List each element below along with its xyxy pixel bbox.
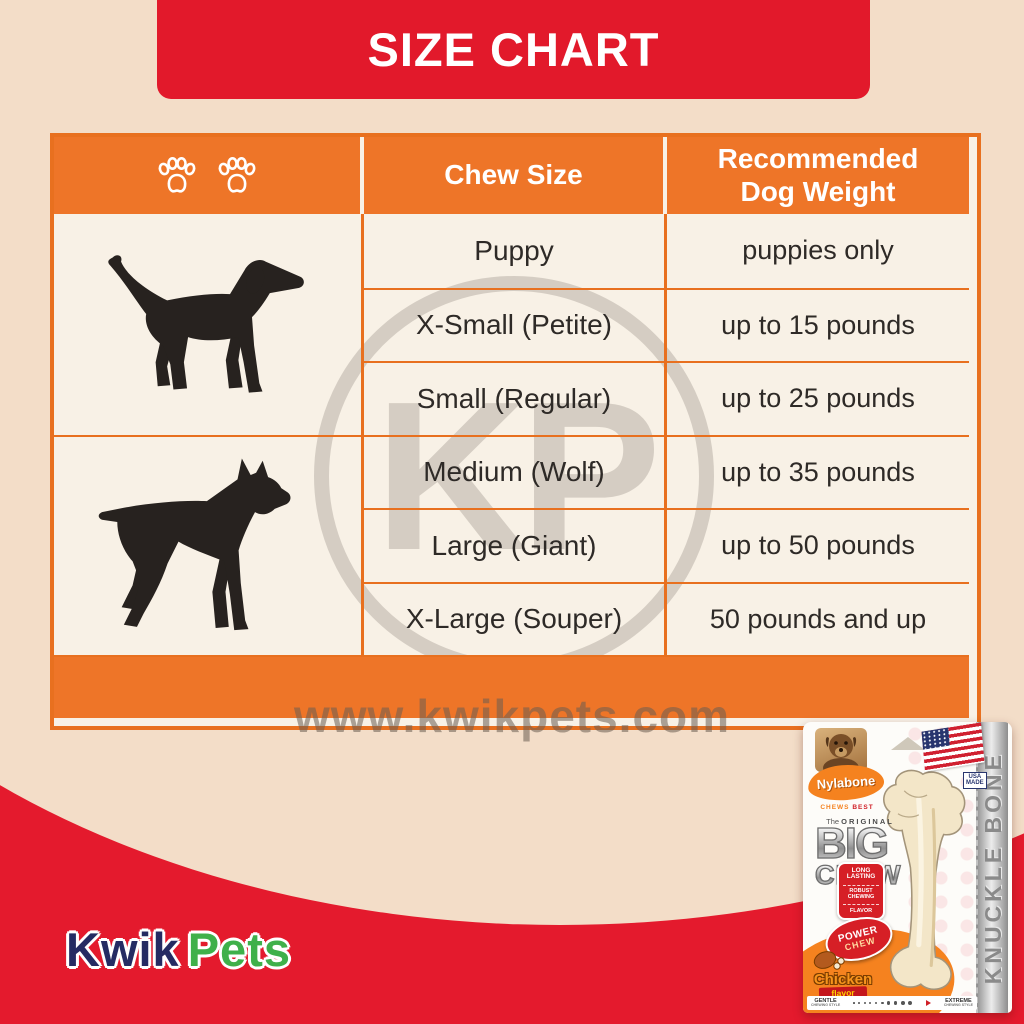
large-dog-silhouette-cell xyxy=(54,434,364,655)
dog-weight-value: up to 35 pounds xyxy=(721,456,915,487)
ribbon-badge: LONG LASTING xyxy=(846,866,876,881)
scale-dots xyxy=(853,1000,913,1006)
size-chart-table: KP xyxy=(50,133,981,730)
ribbon-badge: FLAVOR xyxy=(849,907,873,914)
table-cell-dog-weight: up to 35 pounds xyxy=(667,434,969,509)
ribbon-badge: ROBUST CHEWING xyxy=(847,888,875,900)
table-cell-dog-weight: puppies only xyxy=(667,214,969,288)
table-cell-chew-size: X-Large (Souper) xyxy=(364,581,667,655)
column-header-chew-size: Chew Size xyxy=(444,159,583,191)
brand-tagline: CHEWS BEST xyxy=(811,804,883,811)
table-footer-bar xyxy=(54,655,969,718)
dog-weight-value: up to 15 pounds xyxy=(721,309,915,340)
usa-made-line1: USA xyxy=(968,774,982,780)
dog-weight-value: puppies only xyxy=(742,235,894,266)
chew-size-value: X-Small (Petite) xyxy=(415,309,613,341)
page-title: SIZE CHART xyxy=(367,23,660,76)
table-cell-chew-size: Small (Regular) xyxy=(364,361,667,435)
table-cell-dog-weight: up to 50 pounds xyxy=(667,508,969,582)
size-chart-banner: SIZE CHART xyxy=(157,0,870,99)
dog-weight-value: up to 50 pounds xyxy=(721,530,915,561)
dog-weight-value: up to 25 pounds xyxy=(721,383,915,414)
header-cell-chew-size: Chew Size xyxy=(364,137,667,214)
chew-size-value: Medium (Wolf) xyxy=(423,456,605,488)
feature-ribbon: LONG LASTING ROBUST CHEWING FLAVOR xyxy=(837,862,885,920)
chicken-drumstick-icon xyxy=(813,951,845,970)
flavor-name: Chicken xyxy=(813,971,873,988)
website-watermark: www.kwikpets.com xyxy=(293,690,731,742)
scale-gentle: GENTLE CHEWING STYLE xyxy=(811,997,841,1007)
scale-sub-label: CHEWING STYLE xyxy=(943,1003,973,1007)
flag-canton xyxy=(921,727,950,750)
table-cell-dog-weight: up to 15 pounds xyxy=(667,287,969,362)
scale-sub-label: CHEWING STYLE xyxy=(811,1003,841,1007)
product-packshot: KNUCKLE BONE USA MADE xyxy=(803,722,1012,1013)
table-cell-dog-weight: 50 pounds and up xyxy=(667,581,969,656)
bone-toy xyxy=(883,769,966,990)
kp-watermark-monogram: KP xyxy=(374,357,662,594)
original-word: ORIGINAL xyxy=(841,817,894,826)
kwik-pets-logo: Kwik Pets xyxy=(66,922,291,977)
chew-strength-scale: GENTLE CHEWING STYLE EXTREME CHEWING STY… xyxy=(807,996,977,1010)
scale-arrow-icon xyxy=(925,1000,931,1006)
tagline-chews: CHEWS xyxy=(820,804,850,811)
chew-size-value: Large (Giant) xyxy=(431,529,597,561)
knuckle-bone-strip: KNUCKLE BONE xyxy=(976,722,1008,1013)
size-table-grid: Chew Size Recommended Dog Weight Puppy xyxy=(54,137,969,718)
original-prefix: The xyxy=(826,817,840,826)
scale-extreme: EXTREME CHEWING STYLE xyxy=(943,997,973,1007)
brand-name: Nylabone xyxy=(816,772,876,793)
logo-word-pets: Pets xyxy=(187,923,291,976)
table-cell-chew-size: X-Small (Petite) xyxy=(364,287,667,361)
small-dog-silhouette-cell xyxy=(54,214,364,435)
ribbon-divider xyxy=(843,884,879,886)
table-cell-chew-size: Medium (Wolf) xyxy=(364,434,667,508)
ribbon-divider xyxy=(843,904,879,906)
column-header-weight-line1: Recommended xyxy=(717,143,919,175)
usa-made-line2: MADE xyxy=(966,780,984,787)
table-cell-chew-size: Large (Giant) xyxy=(364,508,667,582)
table-cell-dog-weight: up to 25 pounds xyxy=(667,361,969,435)
table-cell-chew-size: Puppy xyxy=(364,214,667,288)
dog-weight-value: 50 pounds and up xyxy=(709,603,927,634)
header-cell-dog-weight: Recommended Dog Weight xyxy=(667,137,969,214)
paw-icon xyxy=(158,156,196,193)
title-big: BIG xyxy=(814,821,902,866)
usa-made-badge: USA MADE xyxy=(963,772,987,789)
small-dog-silhouette xyxy=(107,255,304,393)
paw-icon xyxy=(218,156,256,193)
chew-size-value: Puppy xyxy=(474,234,554,266)
original-line: The ORIGINAL xyxy=(817,817,903,826)
header-cell-dog-icons xyxy=(54,137,364,214)
tagline-best: BEST xyxy=(852,804,874,811)
paw-icons xyxy=(155,156,259,196)
large-dog-silhouette xyxy=(98,458,290,630)
column-header-weight-line2: Dog Weight xyxy=(740,175,896,207)
chew-size-value: X-Large (Souper) xyxy=(405,603,623,635)
logo-word-kwik: Kwik xyxy=(66,923,180,976)
chew-size-value: Small (Regular) xyxy=(416,382,612,414)
hang-tab xyxy=(891,737,925,750)
